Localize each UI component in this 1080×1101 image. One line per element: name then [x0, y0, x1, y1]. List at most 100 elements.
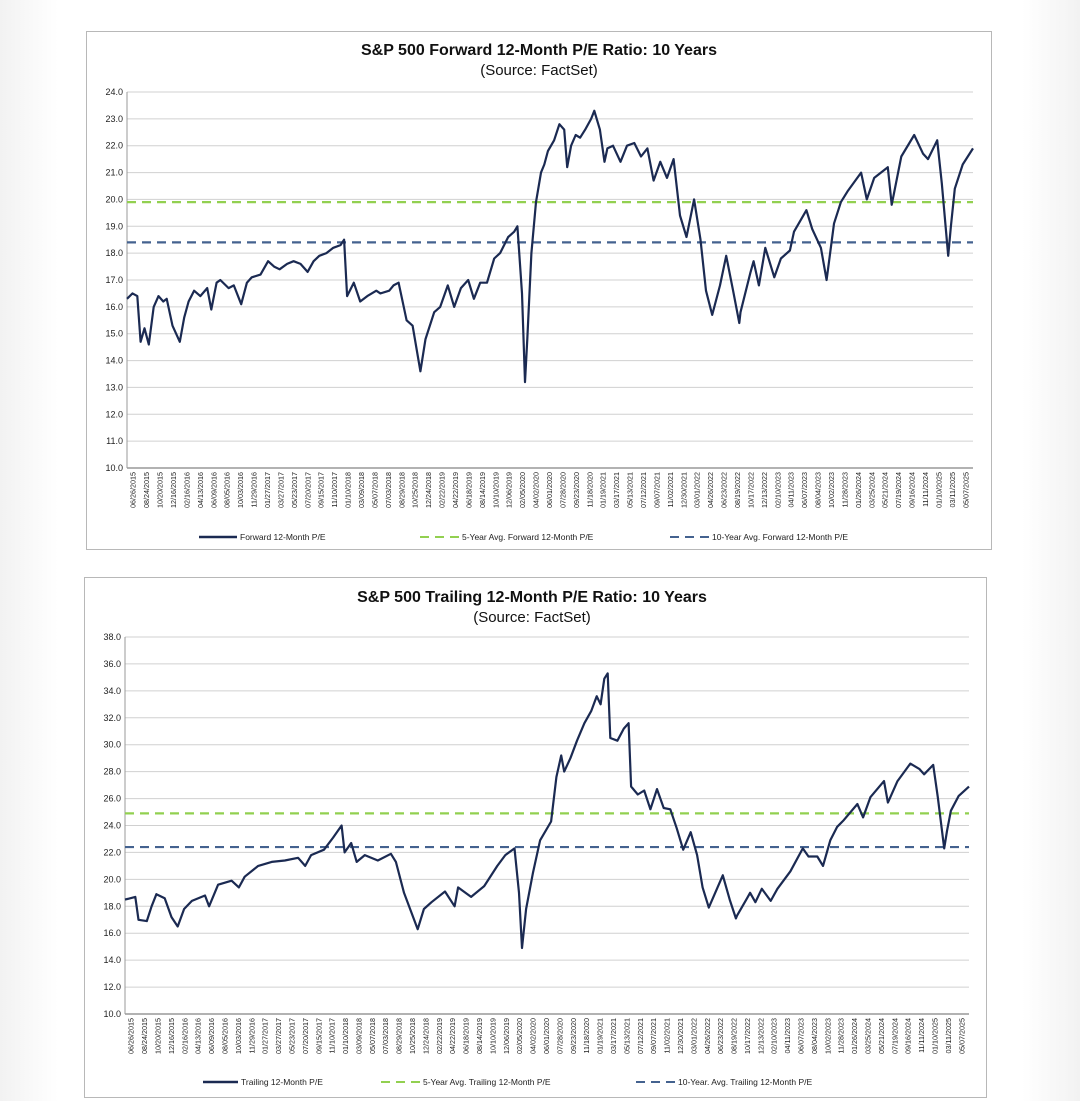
x-tick-label: 08/14/2019 — [475, 1018, 484, 1054]
y-tick-label: 21.0 — [105, 168, 123, 178]
x-tick-label: 10/17/2022 — [743, 1018, 752, 1054]
y-tick-label: 22.0 — [103, 847, 121, 857]
x-tick-label: 04/26/2022 — [703, 1018, 712, 1054]
x-tick-label: 06/09/2016 — [209, 472, 218, 508]
x-tick-label: 01/26/2024 — [854, 472, 863, 508]
legend-label-avg10: 10-Year Avg. Forward 12-Month P/E — [712, 532, 848, 542]
x-tick-label: 04/02/2020 — [529, 1018, 538, 1054]
x-tick-label: 08/29/2018 — [397, 472, 406, 508]
x-tick-label: 07/28/2020 — [558, 472, 567, 508]
y-tick-label: 15.0 — [105, 329, 123, 339]
x-tick-label: 04/22/2019 — [451, 472, 460, 508]
x-tick-label: 01/26/2024 — [850, 1018, 859, 1054]
x-tick-label: 09/16/2024 — [904, 1018, 913, 1054]
x-tick-label: 07/28/2020 — [555, 1018, 564, 1054]
x-tick-label: 02/05/2020 — [515, 1018, 524, 1054]
y-tick-label: 30.0 — [103, 740, 121, 750]
y-tick-label: 12.0 — [103, 982, 121, 992]
y-tick-label: 24.0 — [105, 87, 123, 97]
x-tick-label: 05/23/2017 — [287, 1018, 296, 1054]
y-tick-label: 14.0 — [103, 955, 121, 965]
trailing-pe-chart-panel: S&P 500 Trailing 12-Month P/E Ratio: 10 … — [84, 577, 987, 1098]
x-tick-label: 02/05/2020 — [518, 472, 527, 508]
x-tick-label: 10/02/2023 — [823, 1018, 832, 1054]
x-tick-label: 08/29/2018 — [395, 1018, 404, 1054]
x-tick-label: 09/15/2017 — [314, 1018, 323, 1054]
x-tick-label: 10/03/2016 — [234, 1018, 243, 1054]
x-tick-label: 06/23/2022 — [720, 472, 729, 508]
y-tick-label: 36.0 — [103, 659, 121, 669]
x-tick-label: 06/18/2019 — [464, 472, 473, 508]
x-tick-label: 01/10/2025 — [931, 1018, 940, 1054]
x-tick-label: 03/25/2024 — [867, 472, 876, 508]
y-tick-label: 22.0 — [105, 141, 123, 151]
y-tick-label: 24.0 — [103, 821, 121, 831]
x-tick-label: 09/15/2017 — [317, 472, 326, 508]
x-tick-label: 12/13/2022 — [756, 1018, 765, 1054]
x-tick-label: 07/03/2018 — [381, 1018, 390, 1054]
y-tick-label: 18.0 — [105, 248, 123, 258]
x-tick-label: 05/23/2017 — [290, 472, 299, 508]
y-tick-label: 34.0 — [103, 686, 121, 696]
x-tick-label: 07/19/2024 — [890, 1018, 899, 1054]
y-tick-label: 23.0 — [105, 114, 123, 124]
legend-label-series: Forward 12-Month P/E — [240, 532, 326, 542]
x-tick-label: 10/02/2023 — [827, 472, 836, 508]
x-tick-label: 06/01/2020 — [545, 472, 554, 508]
x-tick-label: 08/05/2016 — [220, 1018, 229, 1054]
y-tick-label: 13.0 — [105, 382, 123, 392]
chart-title: S&P 500 Trailing 12-Month P/E Ratio: 10 … — [357, 589, 707, 606]
x-tick-label: 03/09/2018 — [354, 1018, 363, 1054]
x-tick-label: 03/17/2021 — [609, 1018, 618, 1054]
y-tick-label: 17.0 — [105, 275, 123, 285]
x-tick-label: 08/05/2016 — [223, 472, 232, 508]
x-tick-label: 12/13/2022 — [760, 472, 769, 508]
x-tick-label: 01/10/2025 — [934, 472, 943, 508]
x-tick-label: 10/20/2015 — [153, 1018, 162, 1054]
chart-subtitle: (Source: FactSet) — [480, 62, 598, 79]
x-tick-label: 10/20/2015 — [156, 472, 165, 508]
x-tick-label: 04/02/2020 — [532, 472, 541, 508]
x-tick-label: 04/22/2019 — [448, 1018, 457, 1054]
x-tick-label: 12/06/2019 — [505, 472, 514, 508]
x-tick-label: 01/19/2021 — [599, 472, 608, 508]
chart-legend: Trailing 12-Month P/E 5-Year Avg. Traili… — [203, 1077, 813, 1087]
x-tick-label: 10/25/2018 — [408, 1018, 417, 1054]
x-tick-label: 02/16/2016 — [182, 472, 191, 508]
y-tick-label: 38.0 — [103, 632, 121, 642]
x-tick-label: 10/03/2016 — [236, 472, 245, 508]
x-tick-label: 02/16/2016 — [180, 1018, 189, 1054]
x-tick-label: 07/03/2018 — [384, 472, 393, 508]
y-tick-label: 12.0 — [105, 409, 123, 419]
y-tick-label: 18.0 — [103, 901, 121, 911]
x-tick-label: 03/11/2025 — [948, 472, 957, 507]
x-tick-label: 05/21/2024 — [877, 1018, 886, 1054]
forward-pe-chart-panel: S&P 500 Forward 12-Month P/E Ratio: 10 Y… — [86, 31, 992, 550]
x-tick-label: 09/07/2021 — [652, 472, 661, 508]
y-tick-label: 28.0 — [103, 767, 121, 777]
x-tick-label: 07/19/2024 — [894, 472, 903, 508]
x-tick-label: 05/13/2021 — [626, 472, 635, 508]
x-tick-label: 03/09/2018 — [357, 472, 366, 508]
x-tick-label: 12/16/2015 — [167, 1018, 176, 1054]
x-tick-label: 04/13/2016 — [194, 1018, 203, 1054]
x-tick-label: 06/23/2022 — [716, 1018, 725, 1054]
x-tick-label: 11/29/2016 — [247, 1018, 256, 1053]
x-tick-label: 09/23/2020 — [569, 1018, 578, 1054]
x-tick-label: 11/11/2024 — [921, 472, 930, 507]
x-tick-label: 07/20/2017 — [303, 472, 312, 508]
trailing-pe-chart: S&P 500 Trailing 12-Month P/E Ratio: 10 … — [103, 589, 970, 1087]
legend-label-avg5: 5-Year Avg. Forward 12-Month P/E — [462, 532, 594, 542]
x-tick-label: 07/20/2017 — [301, 1018, 310, 1054]
y-tick-label: 16.0 — [103, 928, 121, 938]
x-tick-label: 02/22/2019 — [438, 472, 447, 508]
x-tick-label: 11/10/2017 — [330, 472, 339, 507]
left-margin-shading — [0, 0, 58, 1101]
x-tick-label: 09/16/2024 — [908, 472, 917, 508]
x-tick-label: 06/07/2023 — [797, 1018, 806, 1054]
y-tick-label: 14.0 — [105, 356, 123, 366]
y-tick-label: 10.0 — [103, 1009, 121, 1019]
x-tick-label: 12/24/2018 — [421, 1018, 430, 1054]
x-tick-label: 04/11/2023 — [783, 1018, 792, 1053]
legend-label-series: Trailing 12-Month P/E — [241, 1077, 323, 1087]
